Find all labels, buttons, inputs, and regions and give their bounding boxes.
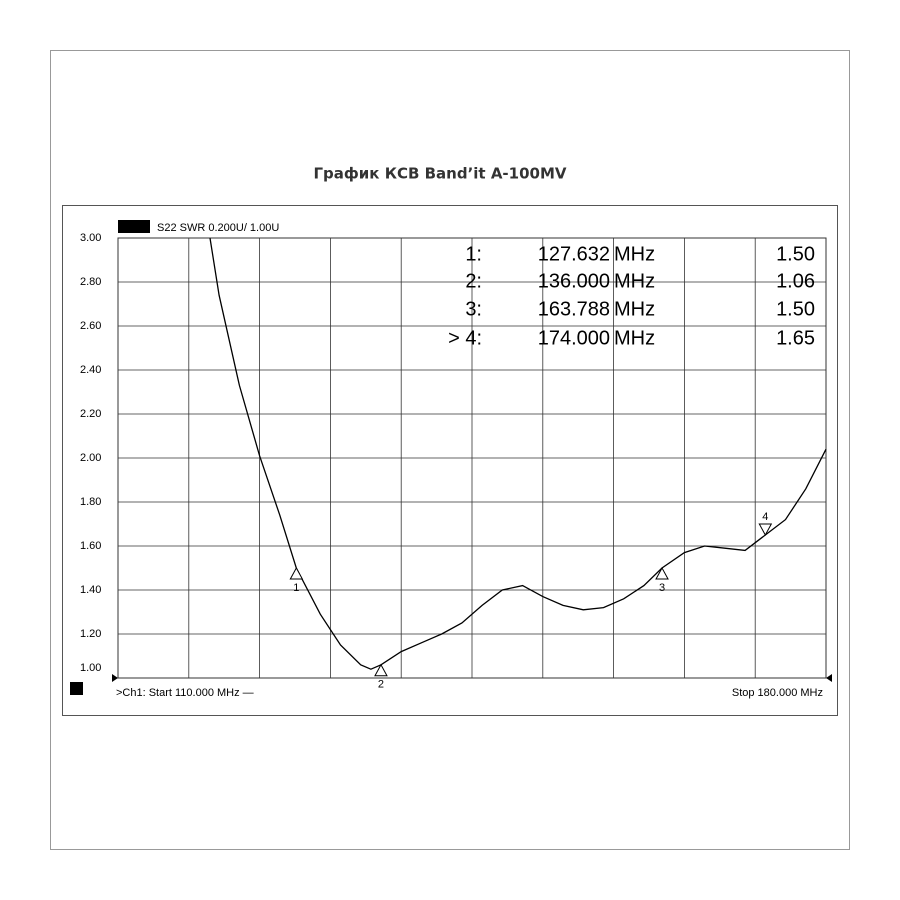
marker [655,566,669,580]
marker [289,566,304,580]
y-tick-label: 1.40 [80,584,101,596]
y-tick-label: 2.40 [80,364,101,376]
marker-freq: 136.000 [538,270,610,292]
marker-row-label: > 4: [448,327,482,349]
start-arrow [112,674,118,682]
marker-swr: 1.50 [776,298,815,320]
plot-frame [117,237,827,679]
marker-swr: 1.06 [776,270,815,292]
y-tick-label: 2.00 [80,452,101,464]
marker-unit: MHz [614,327,655,349]
marker-swr: 1.65 [776,327,815,349]
marker-id: 3 [659,582,665,594]
marker-id: 1 [293,582,299,594]
channel-swatch [70,682,83,695]
y-tick-label: 2.20 [80,408,101,420]
stop-arrow [826,674,832,682]
y-tick-label: 3.00 [80,232,101,244]
marker-row-label: 1: [465,243,482,265]
y-tick-label: 2.80 [80,276,101,288]
marker-unit: MHz [614,270,655,292]
marker-unit: MHz [614,243,655,265]
stop-label: Stop 180.000 MHz [732,687,823,699]
trace-label: S22 SWR 0.200U/ 1.00U [157,222,279,234]
y-tick-label: 1.60 [80,540,101,552]
marker [374,663,388,677]
marker-row-label: 2: [465,270,482,292]
trace-swatch [118,220,150,233]
chart-title: График КСВ Band’it A-100MV [313,165,566,183]
marker-row-label: 3: [465,298,482,320]
marker-freq: 163.788 [538,298,610,320]
chart-frame [62,205,838,716]
marker-unit: MHz [614,298,655,320]
marker-freq: 174.000 [538,327,610,349]
y-tick-label: 1.20 [80,628,101,640]
marker [758,523,773,537]
marker-id: 2 [378,679,384,691]
y-tick-label: 2.60 [80,320,101,332]
swr-line [209,237,827,670]
marker-id: 4 [762,511,768,523]
marker-freq: 127.632 [538,243,610,265]
y-tick-label: 1.80 [80,496,101,508]
page-frame [50,50,850,850]
marker-swr: 1.50 [776,243,815,265]
y-tick-label: 1.00 [80,662,101,674]
start-label: >Ch1: Start 110.000 MHz — [116,687,254,699]
